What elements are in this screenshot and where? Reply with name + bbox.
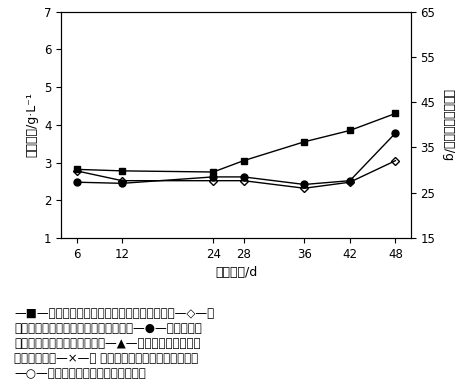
- Text: —■—海藻酸钙固定化细胞乙醇发酵残糖浓度；—◇—海
藻酸锨固定化细胞乙醇发酵残糖浓度；—●—海藻酸销固
定化细胞乙醇发酵残糖浓度；—▲—海藻酸钙固定化细胞
凝胶: —■—海藻酸钙固定化细胞乙醇发酵残糖浓度；—◇—海 藻酸锨固定化细胞乙醇发酵残糖…: [14, 307, 214, 380]
- Y-axis label: 残糖浓度/g·L⁻¹: 残糖浓度/g·L⁻¹: [25, 93, 39, 157]
- Y-axis label: 固定化酵母细胞重/g: 固定化酵母细胞重/g: [442, 89, 455, 161]
- X-axis label: 发酵周期/d: 发酵周期/d: [215, 266, 257, 279]
